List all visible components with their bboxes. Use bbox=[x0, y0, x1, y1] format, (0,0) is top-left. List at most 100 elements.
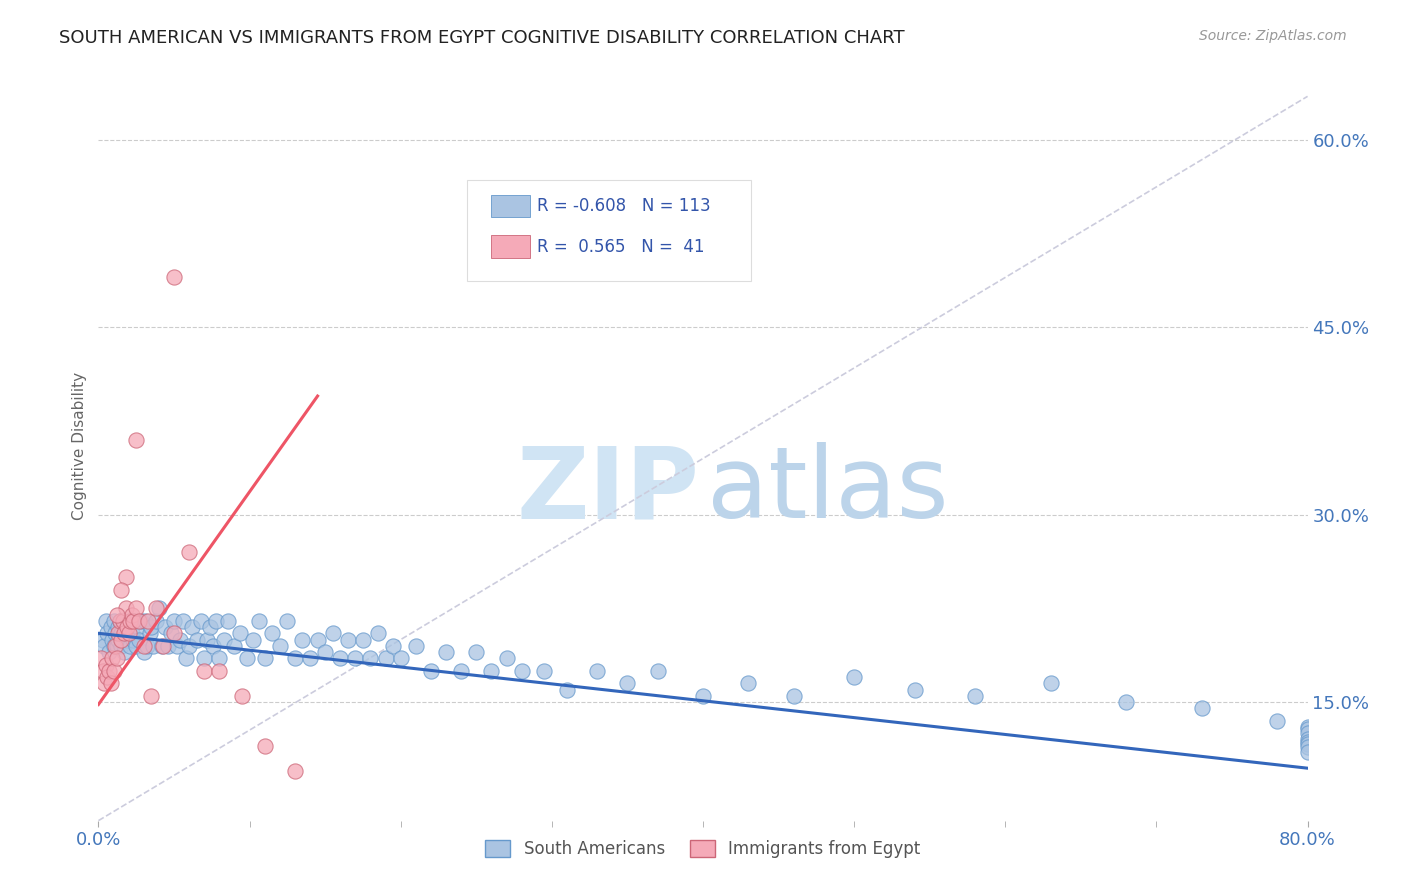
Point bbox=[108, 614, 131, 628]
Point bbox=[91, 664, 114, 678]
Point bbox=[142, 639, 165, 653]
Point bbox=[284, 764, 307, 778]
Point bbox=[104, 626, 127, 640]
Point bbox=[322, 626, 344, 640]
Point bbox=[108, 614, 131, 628]
Point bbox=[212, 632, 235, 647]
Point bbox=[495, 651, 517, 665]
Legend: South Americans, Immigrants from Egypt: South Americans, Immigrants from Egypt bbox=[479, 833, 927, 864]
Point bbox=[135, 639, 157, 653]
Point bbox=[284, 651, 307, 665]
Point bbox=[90, 651, 112, 665]
Point bbox=[647, 664, 669, 678]
Point bbox=[114, 570, 136, 584]
Point bbox=[262, 626, 284, 640]
Point bbox=[253, 739, 276, 753]
Point bbox=[110, 582, 132, 597]
Point bbox=[107, 620, 129, 634]
Point bbox=[783, 689, 806, 703]
Point bbox=[121, 607, 143, 622]
Point bbox=[107, 626, 129, 640]
Point bbox=[122, 614, 145, 628]
Point bbox=[247, 614, 270, 628]
Point bbox=[405, 639, 427, 653]
Point bbox=[195, 632, 218, 647]
Point bbox=[1296, 739, 1319, 754]
Point bbox=[169, 632, 191, 647]
Point bbox=[193, 664, 215, 678]
Point bbox=[128, 614, 150, 628]
FancyBboxPatch shape bbox=[492, 235, 530, 258]
Point bbox=[105, 607, 128, 622]
Point bbox=[160, 626, 183, 640]
Point bbox=[692, 689, 714, 703]
Point bbox=[174, 651, 197, 665]
Point bbox=[134, 614, 156, 628]
Point bbox=[329, 651, 352, 665]
Point bbox=[382, 639, 405, 653]
Point bbox=[115, 632, 138, 647]
Point bbox=[122, 632, 145, 647]
Point bbox=[163, 270, 186, 285]
Point bbox=[224, 639, 246, 653]
Point bbox=[124, 614, 146, 628]
Point bbox=[450, 664, 472, 678]
Point bbox=[193, 651, 215, 665]
Point bbox=[114, 626, 136, 640]
Text: R =  0.565   N =  41: R = 0.565 N = 41 bbox=[537, 237, 704, 256]
Point bbox=[163, 626, 186, 640]
Point bbox=[179, 639, 201, 653]
Point bbox=[96, 670, 118, 684]
Point bbox=[202, 639, 225, 653]
Point bbox=[434, 645, 457, 659]
Point bbox=[235, 651, 257, 665]
Point bbox=[481, 664, 503, 678]
Point bbox=[121, 626, 143, 640]
Point bbox=[98, 645, 121, 659]
Point bbox=[141, 620, 163, 634]
Point bbox=[94, 657, 117, 672]
Point bbox=[111, 614, 134, 628]
Point bbox=[465, 645, 488, 659]
Point bbox=[107, 632, 129, 647]
Point bbox=[91, 632, 114, 647]
Point bbox=[208, 664, 231, 678]
Point bbox=[93, 639, 115, 653]
Point bbox=[125, 433, 148, 447]
Point bbox=[533, 664, 555, 678]
Point bbox=[100, 620, 122, 634]
Point bbox=[1039, 676, 1062, 690]
Point bbox=[200, 620, 222, 634]
Point bbox=[965, 689, 987, 703]
Point bbox=[115, 620, 138, 634]
Point bbox=[104, 639, 127, 653]
Point bbox=[136, 614, 159, 628]
Point bbox=[737, 676, 759, 690]
Point bbox=[103, 639, 125, 653]
Point bbox=[217, 614, 239, 628]
Point bbox=[148, 601, 170, 615]
Point bbox=[344, 651, 367, 665]
Text: SOUTH AMERICAN VS IMMIGRANTS FROM EGYPT COGNITIVE DISABILITY CORRELATION CHART: SOUTH AMERICAN VS IMMIGRANTS FROM EGYPT … bbox=[59, 29, 904, 46]
Point bbox=[242, 632, 264, 647]
Point bbox=[96, 626, 118, 640]
Point bbox=[307, 632, 329, 647]
Point bbox=[904, 682, 927, 697]
Point bbox=[208, 651, 231, 665]
Point bbox=[231, 689, 253, 703]
Point bbox=[586, 664, 609, 678]
Point bbox=[1267, 714, 1289, 728]
Point bbox=[120, 614, 142, 628]
Point bbox=[389, 651, 412, 665]
Point bbox=[112, 626, 135, 640]
Point bbox=[1296, 738, 1319, 752]
Point bbox=[120, 639, 142, 653]
Point bbox=[1296, 732, 1319, 747]
Point bbox=[145, 601, 167, 615]
Point bbox=[103, 614, 125, 628]
Point bbox=[1296, 745, 1319, 759]
Point bbox=[125, 601, 148, 615]
Y-axis label: Cognitive Disability: Cognitive Disability bbox=[72, 372, 87, 520]
Point bbox=[100, 676, 122, 690]
Point bbox=[166, 639, 188, 653]
